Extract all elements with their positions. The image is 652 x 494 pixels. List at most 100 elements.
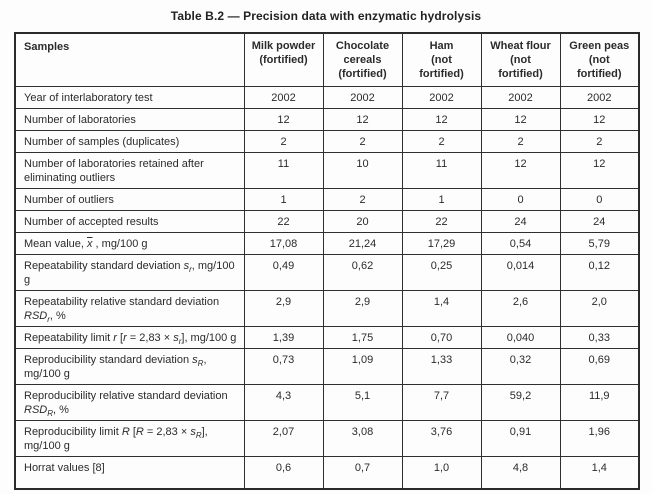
row-label: Number of accepted results (14, 210, 245, 233)
row-label: Mean value, x , mg/100 g (14, 232, 245, 255)
table-body: Year of interlaboratory test 2002 2002 2002… (14, 86, 640, 490)
data-cell: 7,7 (401, 384, 482, 421)
data-cell: 0,6 (243, 456, 324, 490)
data-cell: 22 (401, 210, 482, 233)
data-cell: 2002 (559, 86, 640, 109)
data-cell: 5,1 (322, 384, 403, 421)
data-cell: 17,29 (401, 232, 482, 255)
data-cell: 1,33 (401, 348, 482, 385)
samples-corner-header: Samples (14, 32, 245, 87)
data-cell: 0,70 (401, 326, 482, 349)
data-cell: 2 (243, 130, 324, 153)
header-row: Samples Milk powder (fortified) Chocolate… (14, 32, 640, 87)
row-label: Number of laboratories retained after el… (14, 152, 245, 189)
data-cell: 1,75 (322, 326, 403, 349)
table-row: Reproducibility limit R [R = 2,83 × sR],… (14, 420, 640, 457)
data-cell: 0,54 (480, 232, 561, 255)
data-cell: 2 (322, 130, 403, 153)
row-label: Reproducibility relative standard deviat… (14, 384, 245, 421)
data-cell: 0,040 (480, 326, 561, 349)
data-cell: 0,62 (322, 254, 403, 291)
row-label: Repeatability limit r [r = 2,83 × sr], m… (14, 326, 245, 349)
data-cell: 0,12 (559, 254, 640, 291)
data-cell: 0,73 (243, 348, 324, 385)
table-title: Table B.2 — Precision data with enzymati… (170, 9, 482, 23)
data-cell: 0,7 (322, 456, 403, 490)
row-label: Year of interlaboratory test (14, 86, 245, 109)
table-row: Number of laboratories 12 12 12 12 12 (14, 108, 640, 131)
data-cell: 0,32 (480, 348, 561, 385)
table-row: Number of accepted results 22 20 22 24 24 (14, 210, 640, 233)
table-row: Number of outliers 1 2 1 0 0 (14, 188, 640, 211)
table-row: Number of samples (duplicates) 2 2 2 2 2 (14, 130, 640, 153)
row-label: Number of laboratories (14, 108, 245, 131)
data-cell: 24 (559, 210, 640, 233)
data-cell: 4,3 (243, 384, 324, 421)
table-row: Repeatability standard deviation sr, mg/… (14, 254, 640, 291)
data-cell: 2,9 (243, 290, 324, 327)
data-cell: 1 (243, 188, 324, 211)
data-cell: 1,4 (401, 290, 482, 327)
data-cell: 2,9 (322, 290, 403, 327)
data-cell: 10 (322, 152, 403, 189)
row-label: Repeatability standard deviation sr, mg/… (14, 254, 245, 291)
data-cell: 0,69 (559, 348, 640, 385)
data-cell: 12 (480, 152, 561, 189)
data-cell: 11 (243, 152, 324, 189)
data-cell: 12 (243, 108, 324, 131)
data-cell: 12 (559, 152, 640, 189)
data-cell: 24 (480, 210, 561, 233)
data-cell: 21,24 (322, 232, 403, 255)
data-cell: 2002 (243, 86, 324, 109)
column-header-4: Wheat flour (not fortified) (480, 32, 561, 87)
data-cell: 1,0 (401, 456, 482, 490)
table-row: Horrat values [8] 0,6 0,7 1,0 4,8 1,4 (14, 456, 640, 490)
data-cell: 12 (322, 108, 403, 131)
data-cell: 2,6 (480, 290, 561, 327)
row-label: Reproducibility limit R [R = 2,83 × sR],… (14, 420, 245, 457)
data-cell: 0,014 (480, 254, 561, 291)
data-cell: 1,09 (322, 348, 403, 385)
data-cell: 20 (322, 210, 403, 233)
data-cell: 3,08 (322, 420, 403, 457)
data-cell: 2002 (322, 86, 403, 109)
data-cell: 1 (401, 188, 482, 211)
data-cell: 2002 (401, 86, 482, 109)
data-cell: 22 (243, 210, 324, 233)
table-row: Number of laboratories retained after el… (14, 152, 640, 189)
row-label: Repeatability relative standard deviatio… (14, 290, 245, 327)
column-header-1: Milk powder (fortified) (243, 32, 324, 87)
data-cell: 2 (401, 130, 482, 153)
table-row: Repeatability limit r [r = 2,83 × sr], m… (14, 326, 640, 349)
data-cell: 2 (480, 130, 561, 153)
data-cell: 0,49 (243, 254, 324, 291)
data-cell: 11 (401, 152, 482, 189)
data-cell: 1,96 (559, 420, 640, 457)
data-cell: 59,2 (480, 384, 561, 421)
table-row: Repeatability relative standard deviatio… (14, 290, 640, 327)
data-cell: 2,0 (559, 290, 640, 327)
data-cell: 2002 (480, 86, 561, 109)
data-cell: 0 (559, 188, 640, 211)
data-cell: 17,08 (243, 232, 324, 255)
data-cell: 2 (322, 188, 403, 211)
data-cell: 11,9 (559, 384, 640, 421)
row-label: Horrat values [8] (14, 456, 245, 490)
data-cell: 12 (559, 108, 640, 131)
data-cell: 0,33 (559, 326, 640, 349)
row-label: Reproducibility standard deviation sR, m… (14, 348, 245, 385)
column-header-5: Green peas (not fortified) (559, 32, 640, 87)
data-cell: 2 (559, 130, 640, 153)
row-label: Number of outliers (14, 188, 245, 211)
column-header-2: Chocolate cereals (fortified) (322, 32, 403, 87)
table-row: Reproducibility relative standard deviat… (14, 384, 640, 421)
table-row: Year of interlaboratory test 2002 2002 2002… (14, 86, 640, 109)
data-cell: 3,76 (401, 420, 482, 457)
table-row: Mean value, x , mg/100 g 17,08 21,24 17,29 0… (14, 232, 640, 255)
data-cell: 0 (480, 188, 561, 211)
data-cell: 1,39 (243, 326, 324, 349)
data-cell: 0,25 (401, 254, 482, 291)
data-cell: 1,4 (559, 456, 640, 490)
data-cell: 12 (401, 108, 482, 131)
